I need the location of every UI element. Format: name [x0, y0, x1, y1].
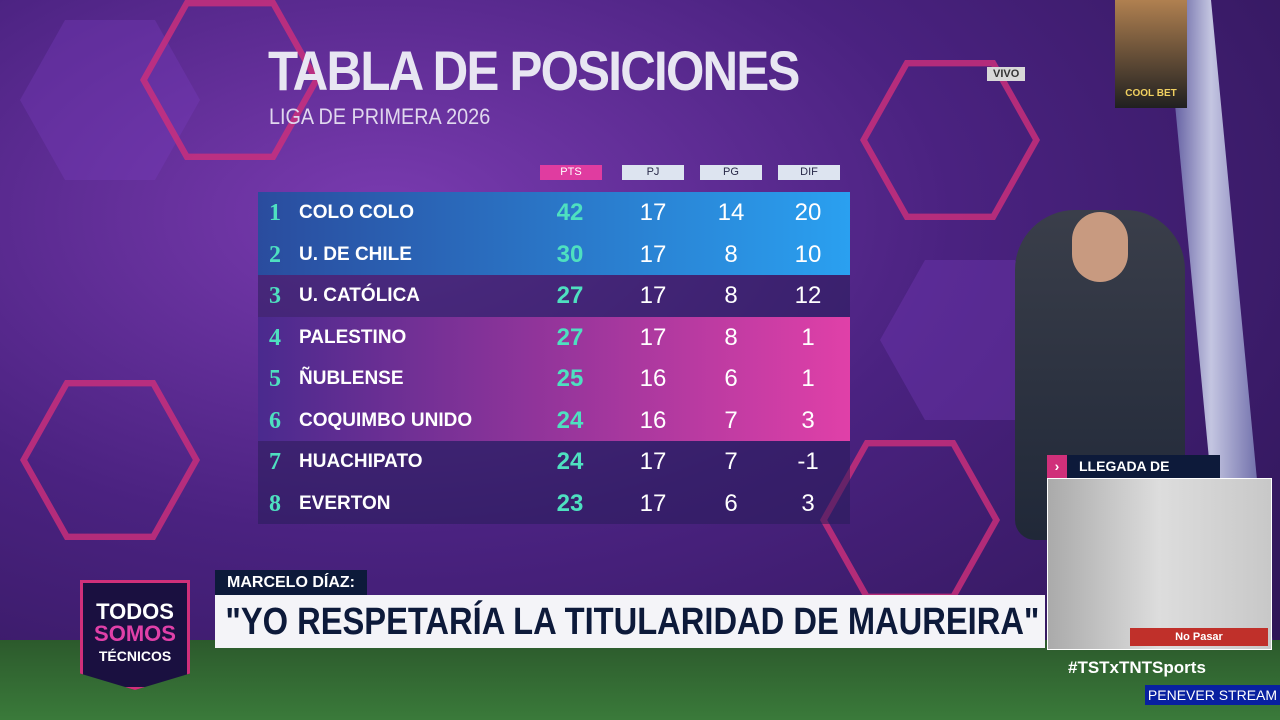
stat-value: 27 [556, 282, 584, 309]
stat-value: -1 [797, 448, 819, 475]
webcam [1115, 0, 1187, 108]
column-header: PTS [540, 165, 602, 180]
inset-sign: No Pasar [1130, 628, 1268, 646]
show-logo: TODOS SOMOS TÉCNICOS [80, 580, 190, 690]
table-row: 5 ÑUBLENSE 25 16 6 1 [258, 358, 850, 400]
stat-value: 14 [717, 199, 745, 226]
stat-value: 10 [794, 240, 822, 268]
bg-hex [20, 20, 200, 180]
table-row: 1 COLO COLO 42 17 14 20 [258, 192, 850, 234]
stat-value: 42 [556, 199, 584, 226]
standings-table: 1 COLO COLO 42 17 14 20 2 U. DE CHILE 30 17 8 10 3 U.… [258, 192, 850, 524]
team-name: EVERTON [299, 492, 391, 514]
sponsor-text: COOL BET [1125, 88, 1177, 99]
stat-value: 16 [639, 365, 667, 392]
stat-value: 17 [639, 323, 667, 351]
rank: 3 [269, 283, 281, 309]
speaker-name: MARCELO DÍAZ: [215, 570, 367, 595]
stat-value: 17 [639, 489, 667, 517]
stat-value: 1 [801, 365, 815, 392]
stat-value: 17 [639, 448, 667, 475]
bg-hex [860, 60, 1040, 220]
rank: 5 [269, 366, 281, 392]
table-row: 8 EVERTON 23 17 6 3 [258, 482, 850, 524]
hashtag: #TSTxTNTSports [1068, 658, 1206, 677]
rank: 1 [269, 200, 281, 226]
stat-value: 17 [639, 199, 667, 226]
stat-value: 30 [556, 240, 584, 268]
stat-value: 24 [556, 448, 584, 475]
logo-text: TODOS [96, 599, 174, 624]
stat-value: 20 [794, 199, 822, 226]
rank: 2 [269, 241, 281, 268]
presenter-head [1072, 212, 1128, 282]
stat-value: 8 [724, 323, 738, 351]
inset-header: ›LLEGADA DE VOZINHA [1047, 455, 1220, 497]
column-header: DIF [778, 165, 840, 180]
stat-value: 27 [556, 323, 584, 351]
team-name: COQUIMBO UNIDO [299, 409, 473, 431]
live-badge: VIVO [987, 67, 1026, 81]
stat-value: 12 [794, 282, 822, 309]
quote-bar: "YO RESPETARÍA LA TITULARIDAD DE MAUREIR… [215, 595, 1045, 648]
stat-value: 17 [639, 240, 667, 268]
stat-value: 1 [801, 323, 815, 351]
team-name: PALESTINO [299, 326, 407, 348]
stat-value: 6 [724, 489, 738, 517]
stat-value: 7 [724, 406, 738, 434]
rank: 7 [269, 449, 281, 475]
team-name: ÑUBLENSE [299, 368, 404, 389]
rank: 6 [269, 407, 281, 434]
stat-value: 17 [639, 282, 667, 309]
team-name: U. CATÓLICA [299, 285, 421, 306]
table-row: 2 U. DE CHILE 30 17 8 10 [258, 233, 850, 275]
table-row: 3 U. CATÓLICA 27 17 8 12 [258, 275, 850, 317]
stat-value: 3 [801, 406, 815, 434]
inset-video [1047, 478, 1272, 650]
field [0, 640, 1280, 720]
stat-value: 8 [724, 282, 738, 309]
team-name: U. DE CHILE [299, 243, 412, 265]
stat-value: 6 [724, 365, 738, 392]
watermark: PENEVER STREAM [1145, 685, 1280, 705]
table-row: 6 COQUIMBO UNIDO 24 16 7 3 [258, 399, 850, 441]
table-row: 7 HUACHIPATO 24 17 7 -1 [258, 441, 850, 483]
stat-value: 16 [639, 406, 667, 434]
stat-value: 7 [724, 448, 738, 475]
table-title: TABLA DE POSICIONES [268, 39, 800, 102]
column-header: PJ [622, 165, 684, 180]
rank: 8 [269, 490, 281, 517]
stat-value: 23 [556, 489, 584, 517]
table-subtitle: LIGA DE PRIMERA 2026 [269, 104, 491, 129]
stat-value: 3 [801, 489, 815, 517]
rank: 4 [269, 324, 281, 351]
logo-text: SOMOS [94, 621, 176, 646]
stat-value: 24 [556, 406, 584, 434]
quote-text: "YO RESPETARÍA LA TITULARIDAD DE MAUREIR… [225, 601, 1040, 643]
table-row: 4 PALESTINO 27 17 8 1 [258, 316, 850, 358]
stat-value: 25 [556, 365, 584, 392]
bg-hex [20, 380, 200, 540]
team-name: COLO COLO [299, 202, 415, 223]
stat-value: 8 [724, 240, 738, 268]
logo-text: TÉCNICOS [98, 648, 172, 664]
column-header: PG [700, 165, 762, 180]
team-name: HUACHIPATO [299, 451, 423, 472]
